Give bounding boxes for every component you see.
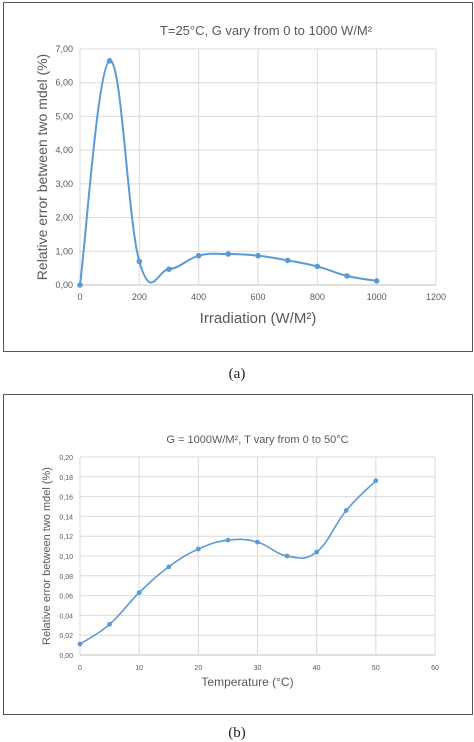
data-point	[225, 537, 231, 543]
data-point	[225, 251, 232, 257]
y-tick-label: 3,00	[55, 179, 73, 189]
x-tick-label: 0	[78, 665, 82, 672]
chart-a: 0,00 1,00 2,00 3,00 4,00 5,00 6,00 7,00 0 200 400 6…	[34, 23, 446, 327]
y-tick-label: 0,16	[59, 495, 73, 502]
data-point	[344, 273, 350, 279]
data-point	[106, 58, 113, 64]
data-point	[314, 263, 321, 270]
chart-title: T=25°C, G vary from 0 to 1000 W/M²	[160, 23, 373, 38]
data-point	[107, 621, 112, 627]
data-point	[373, 278, 380, 284]
y-tick-label: 0,04	[59, 613, 73, 620]
x-tick-label: 20	[194, 665, 202, 672]
x-axis-label: Temperature (°C)	[201, 675, 293, 689]
data-point	[255, 252, 261, 259]
x-tick-label: 60	[431, 665, 439, 672]
x-tick-label: 0	[77, 292, 82, 302]
y-tick-label: 4,00	[55, 145, 73, 155]
data-point	[195, 252, 202, 259]
x-axis-label: Irradiation (W/M²)	[200, 310, 317, 327]
y-tick-label: 0,06	[59, 594, 73, 601]
data-point	[373, 478, 379, 484]
y-axis-label: Relative error between two mdel (%)	[41, 467, 53, 645]
x-tick-label: 400	[191, 292, 206, 302]
x-tick-label: 10	[135, 665, 143, 672]
y-tick-label: 0,14	[59, 514, 73, 521]
data-point	[195, 546, 201, 552]
y-tick-label: 0,12	[59, 534, 73, 541]
x-tick-label: 1200	[426, 292, 446, 302]
series-line	[79, 480, 377, 645]
y-tick-label: 0,20	[59, 455, 73, 462]
x-tick-label: 600	[250, 292, 265, 302]
data-point	[136, 590, 142, 596]
x-tick-label: 40	[313, 665, 321, 672]
data-point	[77, 641, 83, 647]
y-tick-label: 5,00	[55, 111, 73, 121]
caption-b: (b)	[228, 725, 246, 741]
x-tick-label: 1000	[367, 292, 387, 302]
x-tick-label: 50	[372, 665, 380, 672]
data-point	[136, 258, 143, 265]
chart-panel-b: 0,00 0,02 0,04 0,06 0,08 0,10 0,12 0,14 0,16 0,18…	[3, 394, 473, 715]
data-point	[166, 564, 172, 570]
chart-panel-a: 0,00 1,00 2,00 3,00 4,00 5,00 6,00 7,00 0 200 400 6…	[3, 2, 473, 352]
y-tick-label: 6,00	[55, 78, 73, 88]
y-tick-label: 2,00	[55, 213, 73, 223]
y-tick-label: 1,00	[55, 246, 73, 256]
data-point	[255, 539, 260, 545]
x-tick-label: 30	[254, 665, 262, 672]
caption-a: (a)	[228, 366, 246, 382]
y-tick-label: 0,08	[59, 574, 73, 581]
chart-b: 0,00 0,02 0,04 0,06 0,08 0,10 0,12 0,14 0,16 0,18…	[41, 434, 439, 689]
y-tick-label: 0,00	[59, 653, 73, 660]
y-tick-label: 0,02	[59, 633, 73, 640]
y-tick-label: 0,00	[55, 280, 73, 290]
x-tick-label: 200	[132, 292, 147, 302]
y-axis-label: Relative error between two mdel (%)	[34, 54, 50, 280]
data-point	[284, 553, 290, 559]
y-tick-label: 0,10	[59, 554, 73, 561]
y-tick-label: 0,18	[59, 475, 73, 482]
data-point	[77, 282, 83, 288]
data-point	[343, 508, 349, 513]
data-point	[284, 257, 291, 264]
x-tick-label: 800	[310, 292, 325, 302]
data-point	[166, 266, 172, 272]
data-point	[314, 549, 320, 555]
chart-title: G = 1000W/M², T vary from 0 to 50°C	[166, 434, 348, 446]
y-tick-label: 7,00	[55, 44, 73, 54]
